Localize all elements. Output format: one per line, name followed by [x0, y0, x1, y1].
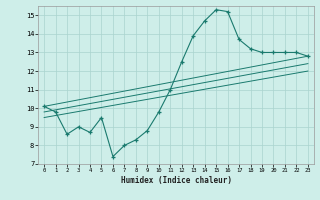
X-axis label: Humidex (Indice chaleur): Humidex (Indice chaleur): [121, 176, 231, 185]
